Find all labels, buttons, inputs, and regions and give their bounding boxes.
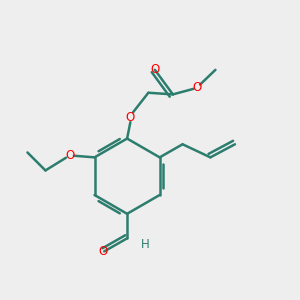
- Text: O: O: [193, 81, 202, 94]
- Text: O: O: [99, 245, 108, 258]
- Text: O: O: [65, 149, 75, 162]
- Text: O: O: [126, 111, 135, 124]
- Text: H: H: [141, 238, 149, 251]
- Text: O: O: [150, 63, 160, 76]
